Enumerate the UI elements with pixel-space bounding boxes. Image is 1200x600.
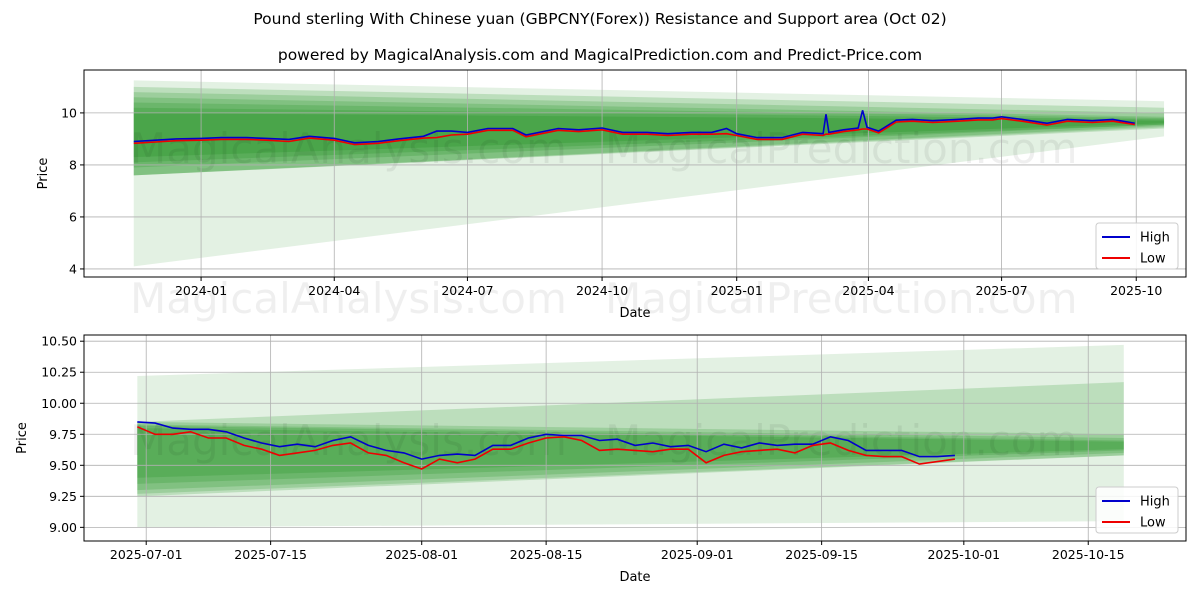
y-axis-label: Price bbox=[15, 422, 30, 454]
y-axis-label: Price bbox=[36, 158, 51, 190]
support-resistance-band bbox=[133, 97, 1165, 176]
support-resistance-band bbox=[137, 344, 1124, 528]
axes-frame bbox=[83, 69, 1187, 278]
y-tick-label: 4 bbox=[69, 261, 77, 276]
chart-panel-2: MagicalAnalysis.com MagicalPrediction.com… bbox=[15, 334, 1187, 585]
legend-label-low: Low bbox=[1140, 516, 1166, 531]
support-resistance-band bbox=[137, 382, 1124, 497]
series-line-low bbox=[133, 117, 1135, 146]
series-line-low bbox=[136, 426, 956, 470]
legend: High Low bbox=[1095, 486, 1179, 534]
axes-background bbox=[84, 335, 1186, 541]
chart-subtitle: powered by MagicalAnalysis.com and Magic… bbox=[277, 46, 923, 64]
chart-title: Pound sterling With Chinese yuan (GBPCNY… bbox=[253, 10, 947, 28]
watermark: MagicalAnalysis.com bbox=[130, 416, 567, 465]
y-tick-label: 9.00 bbox=[49, 520, 77, 535]
y-tick-label: 8 bbox=[69, 157, 77, 172]
x-tick-label: 2025-08-15 bbox=[510, 547, 583, 562]
x-axis-label: Date bbox=[619, 306, 650, 321]
watermark: MagicalAnalysis.com bbox=[130, 274, 567, 323]
y-tick-label: 6 bbox=[69, 209, 77, 224]
x-tick-label: 2025-01 bbox=[711, 283, 763, 298]
x-tick-label: 2025-07-15 bbox=[234, 547, 307, 562]
x-tick-label: 2025-10-01 bbox=[927, 547, 1000, 562]
support-resistance-band bbox=[137, 425, 1124, 484]
x-tick-label: 2025-10 bbox=[1110, 283, 1162, 298]
support-resistance-band bbox=[133, 80, 1165, 267]
y-tick-label: 10.25 bbox=[41, 365, 77, 380]
series-line-high bbox=[133, 110, 1135, 144]
legend-label-high: High bbox=[1140, 231, 1170, 246]
y-tick-label: 9.75 bbox=[49, 427, 77, 442]
watermark: MagicalPrediction.com bbox=[605, 416, 1078, 465]
support-resistance-band bbox=[137, 424, 1124, 491]
chart-panel-1: MagicalAnalysis.com MagicalPrediction.com… bbox=[36, 69, 1187, 321]
legend-label-high: High bbox=[1140, 495, 1170, 510]
x-tick-label: 2025-08-01 bbox=[385, 547, 458, 562]
y-tick-label: 9.25 bbox=[49, 489, 77, 504]
y-tick-label: 10.00 bbox=[41, 396, 77, 411]
series-line-high bbox=[137, 421, 955, 460]
x-tick-label: 2025-09-15 bbox=[785, 547, 858, 562]
x-tick-label: 2025-07-01 bbox=[110, 547, 183, 562]
x-axis-label: Date bbox=[619, 570, 650, 585]
legend: High Low bbox=[1095, 222, 1179, 270]
x-tick-label: 2024-04 bbox=[308, 283, 360, 298]
x-tick-label: 2025-10-15 bbox=[1052, 547, 1125, 562]
legend-label-low: Low bbox=[1140, 252, 1166, 267]
x-tick-label: 2024-07 bbox=[441, 283, 493, 298]
x-tick-label: 2024-10 bbox=[576, 283, 628, 298]
x-tick-label: 2025-07 bbox=[975, 283, 1027, 298]
y-tick-label: 10.50 bbox=[41, 334, 77, 349]
axes-frame bbox=[83, 334, 1187, 542]
watermark: MagicalPrediction.com bbox=[605, 274, 1078, 323]
watermark: MagicalAnalysis.com bbox=[130, 124, 567, 173]
y-tick-label: 9.50 bbox=[49, 458, 77, 473]
x-tick-label: 2024-01 bbox=[175, 283, 227, 298]
support-resistance-band bbox=[137, 421, 1124, 494]
support-resistance-band bbox=[133, 86, 1165, 176]
x-tick-label: 2025-04 bbox=[842, 283, 894, 298]
axes-background bbox=[84, 70, 1186, 277]
x-tick-label: 2025-09-01 bbox=[661, 547, 734, 562]
y-tick-label: 10 bbox=[61, 105, 77, 120]
